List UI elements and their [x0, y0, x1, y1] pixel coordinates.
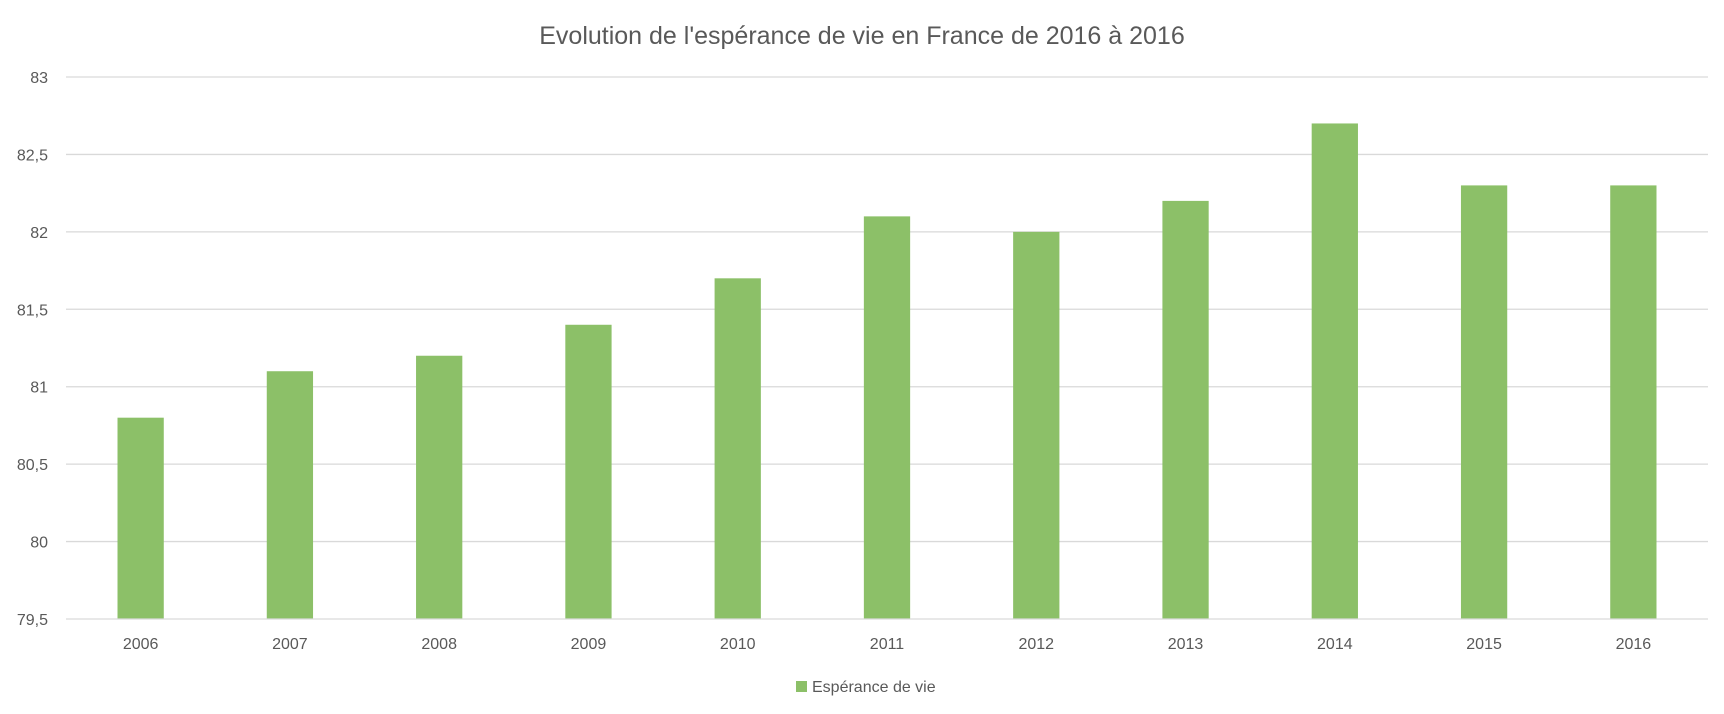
chart-title: Evolution de l'espérance de vie en Franc… [539, 22, 1185, 50]
x-tick-label: 2012 [1018, 636, 1054, 653]
x-tick-label: 2008 [421, 636, 457, 653]
y-tick-label: 83 [30, 70, 48, 87]
y-tick-label: 82 [30, 225, 48, 242]
bar-2008 [416, 355, 463, 619]
bars [117, 123, 1657, 619]
bar-2016 [1610, 185, 1657, 619]
y-tick-label: 80 [30, 535, 48, 552]
x-tick-label: 2009 [571, 636, 607, 653]
bar-2011 [863, 216, 911, 619]
bar-2010 [714, 278, 761, 619]
y-tick-label: 82,5 [17, 147, 48, 164]
legend: Espérance de vie [796, 679, 936, 696]
y-tick-label: 79,5 [17, 612, 48, 629]
x-tick-label: 2006 [123, 636, 159, 653]
x-tick-label: 2010 [720, 636, 756, 653]
x-tick-label: 2013 [1168, 636, 1204, 653]
x-tick-label: 2007 [272, 636, 308, 653]
bar-2009 [565, 324, 612, 619]
x-tick-label: 2015 [1466, 636, 1502, 653]
bar-2014 [1311, 123, 1358, 619]
bar-2013 [1162, 200, 1209, 619]
legend-swatch [796, 681, 807, 692]
y-tick-label: 80,5 [17, 457, 48, 474]
y-tick-label: 81,5 [17, 302, 48, 319]
x-tick-label: 2016 [1616, 636, 1652, 653]
y-axis-tick-labels: 79,5 80 80,5 81 81,5 82 82,5 83 [17, 70, 48, 629]
bar-2015 [1460, 185, 1508, 619]
x-axis-tick-labels: 2006 2007 2008 2009 2010 2011 2012 2013 2014 2015… [123, 636, 1651, 653]
x-tick-label: 2014 [1317, 636, 1353, 653]
y-tick-label: 81 [30, 380, 48, 397]
x-tick-label: 2011 [870, 636, 905, 653]
bar-2006 [117, 417, 164, 619]
bar-2012 [1013, 231, 1060, 619]
legend-label: Espérance de vie [812, 679, 936, 696]
bar-2007 [266, 371, 314, 619]
